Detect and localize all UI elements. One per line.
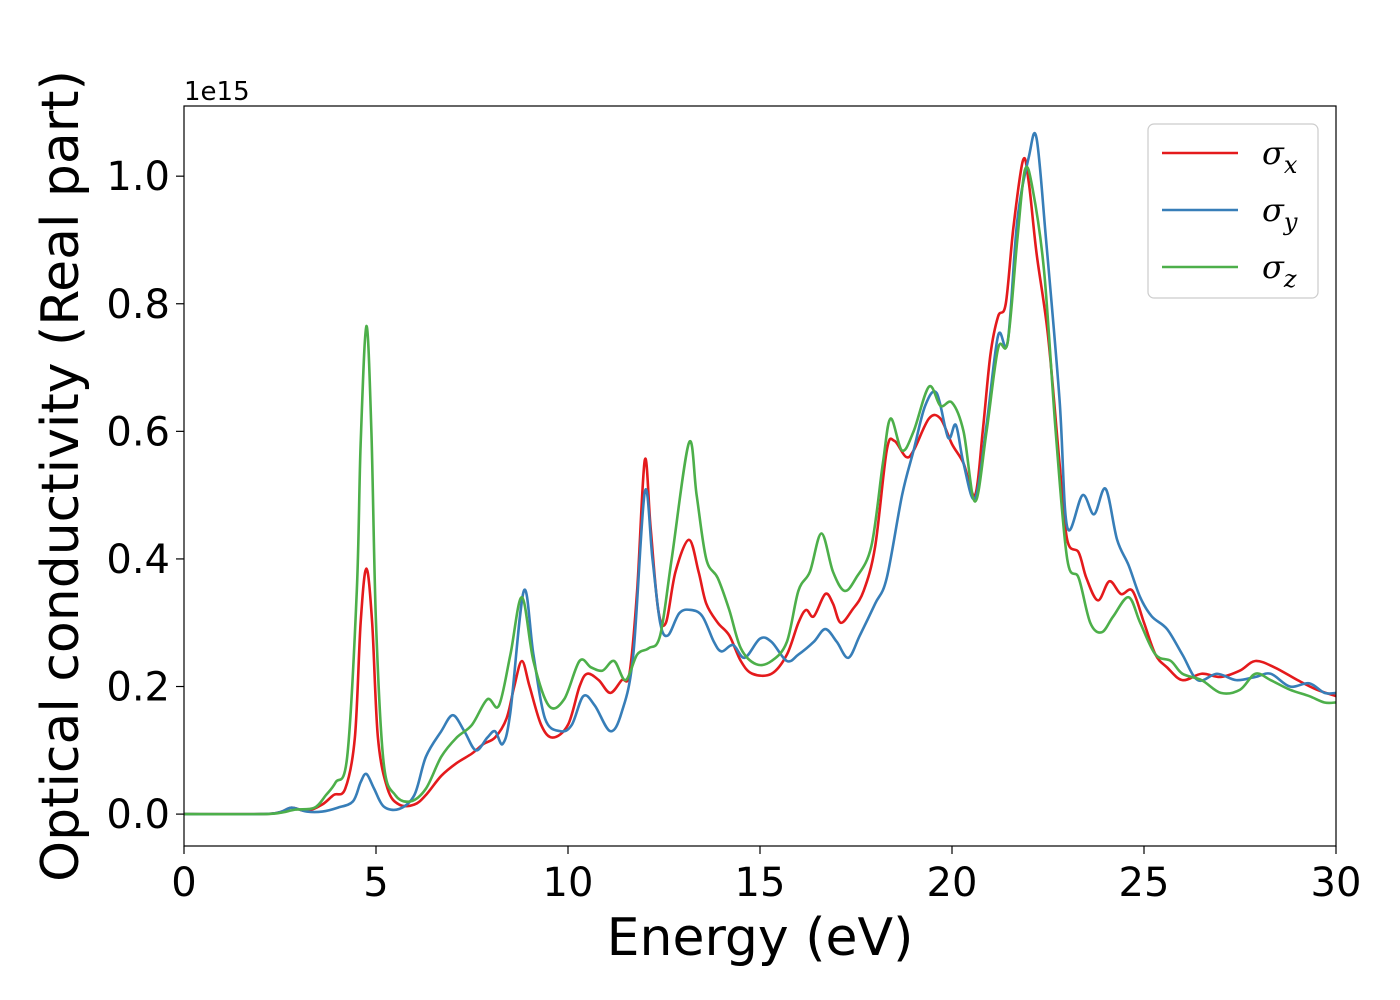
x-tick-label: 0	[171, 860, 196, 906]
y-tick-label: 0.6	[106, 409, 170, 455]
y-axis-label: Optical conductivity (Real part)	[31, 70, 91, 882]
legend: σx σy σz	[1147, 123, 1319, 299]
series-layer	[184, 131, 1336, 816]
x-tick-label: 20	[927, 860, 978, 906]
x-axis: 0 5 10 15 20 25 30	[171, 846, 1361, 906]
y-tick-label: 1.0	[106, 154, 170, 200]
y-tick-label: 0.0	[106, 792, 170, 838]
legend-label-sigma-y: σy	[1262, 191, 1298, 236]
legend-items: σx σy σz	[1162, 134, 1298, 293]
y-axis: 0.0 0.2 0.4 0.6 0.8 1.0	[106, 154, 184, 838]
y-offset-label: 1e15	[184, 77, 250, 107]
x-tick-label: 10	[543, 860, 594, 906]
series-line-sigma-z	[184, 165, 1336, 816]
x-tick-label: 30	[1311, 860, 1362, 906]
x-tick-label: 15	[735, 860, 786, 906]
y-tick-label: 0.8	[106, 282, 170, 328]
x-tick-label: 5	[363, 860, 388, 906]
y-tick-label: 0.2	[106, 665, 170, 711]
x-tick-label: 25	[1119, 860, 1170, 906]
legend-label-sigma-z: σz	[1262, 248, 1297, 293]
legend-label-sigma-x: σx	[1262, 134, 1298, 179]
x-axis-label: Energy (eV)	[607, 908, 914, 968]
series-line-sigma-y	[184, 131, 1336, 816]
y-tick-label: 0.4	[106, 537, 170, 583]
series-line-sigma-x	[184, 157, 1336, 816]
